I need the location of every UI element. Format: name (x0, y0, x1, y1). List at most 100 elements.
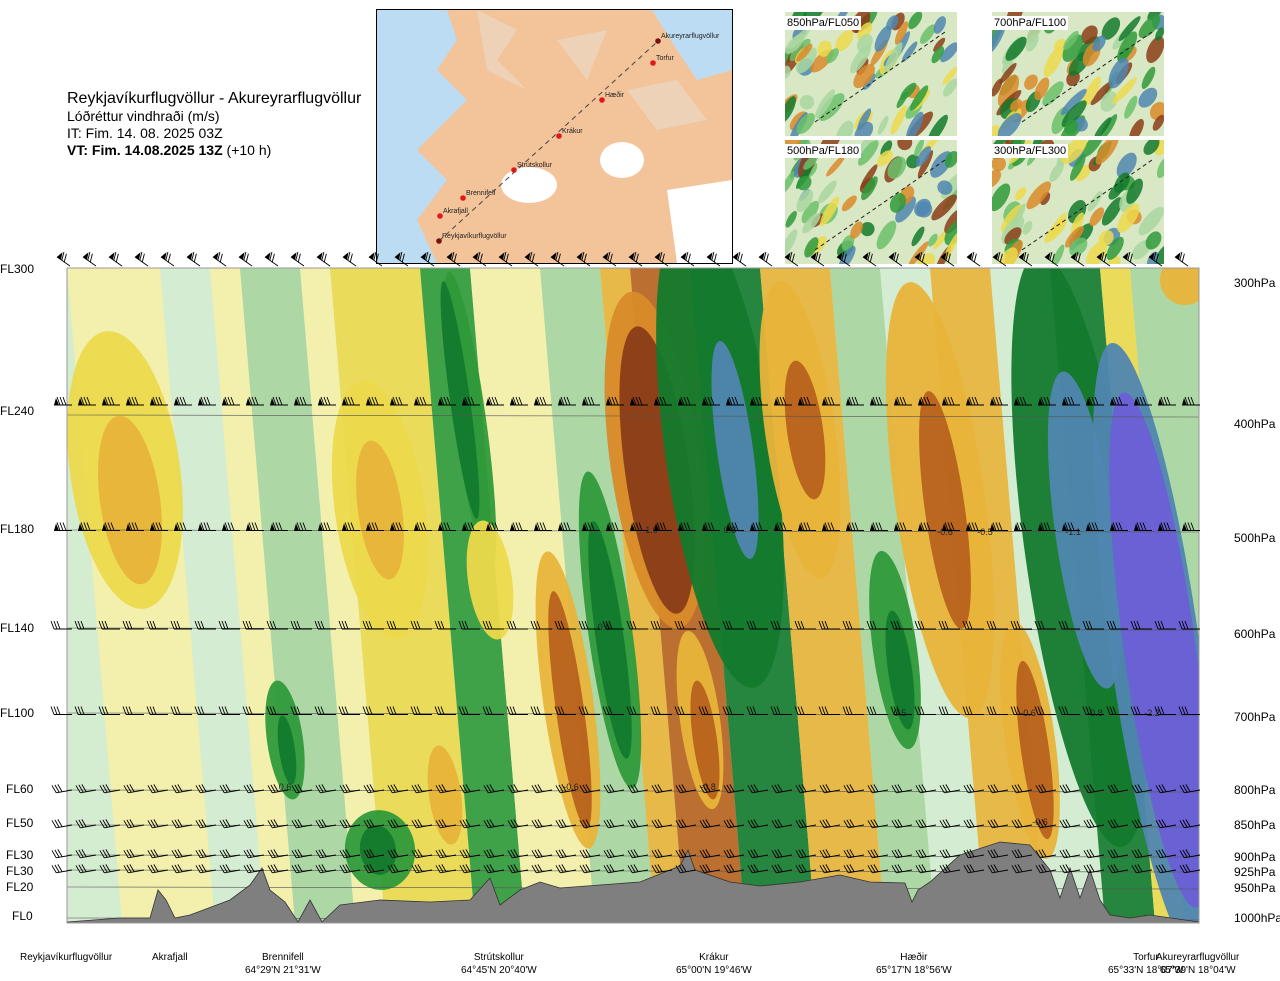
waypoint-coords: 65°17'N 18°56'W (876, 965, 952, 976)
wind-barb (74, 620, 96, 630)
pressure-label: 925hPa (1234, 865, 1276, 879)
wind-barb (602, 251, 617, 267)
wind-barb (1034, 706, 1056, 715)
wind-barb (75, 849, 97, 859)
thumb-pattern-cell (850, 221, 863, 239)
wind-barb (1082, 620, 1104, 630)
wind-barb (1035, 784, 1057, 794)
wind-barb (339, 784, 361, 794)
wind-barb (1154, 620, 1176, 630)
thumb-pattern-cell (933, 37, 946, 52)
wind-barb (554, 706, 576, 715)
thumb-pattern-cell (997, 113, 1022, 136)
wind-barb (123, 864, 145, 874)
wind-barb (1018, 251, 1033, 267)
thumb-pattern-cell (1092, 35, 1106, 52)
thumb-300hpa[interactable]: 300hPa/FL300 (992, 140, 1164, 264)
velocity-core (619, 326, 695, 614)
thumb-850hpa-svg (785, 12, 957, 136)
wind-barb (339, 849, 361, 859)
wind-barb (1086, 522, 1104, 531)
wind-barb (819, 819, 841, 829)
wind-barb (82, 251, 97, 267)
wind-barb (966, 522, 984, 531)
thumb-pattern-cell (1147, 12, 1164, 21)
wind-barb (362, 620, 384, 630)
wind-barb (1158, 396, 1176, 406)
thumb-pattern-cell (1013, 203, 1026, 227)
wind-barb (890, 706, 912, 715)
thumb-pattern-cell (860, 164, 878, 189)
plot-frame (66, 267, 1200, 924)
thumb-pattern-cell (1095, 140, 1119, 165)
thumb-pattern-cell (1126, 178, 1143, 204)
wind-barb (966, 251, 981, 267)
pressure-label: 500hPa (1234, 531, 1276, 545)
wind-barb (438, 522, 456, 531)
thumb-700hpa[interactable]: 700hPa/FL100 (992, 12, 1164, 136)
thumb-850hpa[interactable]: 850hPa/FL050 (785, 12, 957, 136)
wind-barb (1059, 819, 1081, 829)
thumb-pattern-cell (1152, 114, 1164, 131)
wind-barb (1083, 819, 1105, 829)
wind-barb (795, 849, 817, 859)
waypoint-name: Reykjavíkurflugvöllur (20, 952, 113, 963)
wind-barb (238, 251, 253, 267)
velocity-core (1109, 392, 1199, 908)
thumb-pattern-cell (880, 140, 893, 157)
pressure-label: 950hPa (1234, 881, 1276, 895)
wind-barb (171, 784, 193, 794)
wind-barb (486, 522, 504, 531)
wind-barb (1011, 819, 1033, 829)
thumb-500hpa[interactable]: 500hPa/FL180 (785, 140, 957, 264)
waypoint-name: Brennifell (262, 952, 304, 963)
wind-barb (147, 819, 169, 829)
wind-barb (915, 864, 937, 874)
pressure-label: 800hPa (1234, 783, 1276, 797)
wind-barb (774, 396, 792, 406)
wind-barb (414, 522, 432, 531)
wind-barb (555, 784, 577, 794)
wind-barb (1179, 864, 1201, 874)
thumb-pattern-cell (1108, 57, 1129, 89)
wind-barb (195, 784, 217, 794)
wind-barb (626, 620, 648, 630)
wind-barb (316, 251, 331, 267)
wind-barb (891, 819, 913, 829)
thumb-pattern-cell (857, 140, 879, 166)
wind-barb (50, 620, 72, 630)
map-waypoints: Akureyrarflugvöllur Torfur Hæðir Krákur Strú… (436, 33, 720, 244)
wind-barb (1011, 784, 1033, 794)
wind-barb (699, 784, 721, 794)
wind-barb (458, 620, 480, 630)
velocity-band (240, 268, 355, 923)
thumb-pattern-cell (850, 44, 872, 74)
wind-barb (582, 396, 600, 406)
thumb-pattern-cell (876, 220, 897, 250)
fl-label: FL240 (0, 404, 35, 418)
wind-barb (410, 620, 432, 630)
thumb-pattern-cell (804, 237, 819, 258)
wind-barb (810, 251, 825, 267)
wind-barb (507, 849, 529, 859)
map-glacier-langjokull (501, 167, 557, 203)
velocity-core (440, 281, 480, 519)
wind-barb (1010, 620, 1032, 630)
wind-barb (1096, 251, 1111, 267)
wind-barb (219, 819, 241, 829)
wind-barb (171, 849, 193, 859)
wind-barb (555, 819, 577, 829)
wind-barb (651, 849, 673, 859)
wind-barb (1122, 251, 1137, 267)
wind-barb (914, 706, 936, 715)
wind-barb (798, 522, 816, 531)
thumb-pattern-cell (1155, 27, 1164, 41)
initial-time: IT: Fim. 14. 08. 2025 03Z (67, 125, 223, 141)
wind-barb (963, 849, 985, 859)
map-sea-north (652, 10, 732, 80)
wind-barb (338, 706, 360, 715)
wind-barb (723, 864, 745, 874)
wind-barb (818, 620, 840, 630)
wind-barb (795, 784, 817, 794)
thumb-pattern-cell (785, 229, 798, 257)
